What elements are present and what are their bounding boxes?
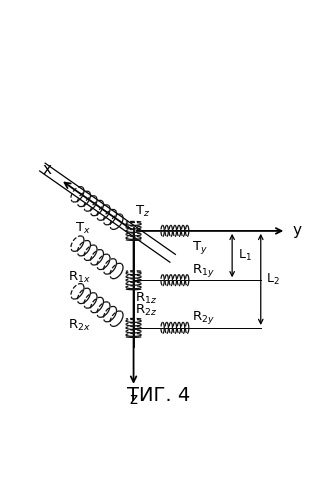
Text: x: x	[42, 162, 51, 176]
Text: ΤИГ. 4: ΤИГ. 4	[128, 386, 190, 405]
Text: R$_{1y}$: R$_{1y}$	[192, 262, 215, 278]
Text: T$_z$: T$_z$	[135, 204, 150, 219]
Text: R$_{1x}$: R$_{1x}$	[68, 270, 91, 285]
Text: T$_y$: T$_y$	[192, 239, 208, 256]
Text: R$_{2x}$: R$_{2x}$	[68, 318, 91, 333]
Text: R$_{2z}$: R$_{2z}$	[135, 302, 157, 318]
Text: y: y	[293, 224, 301, 238]
Text: L$_1$: L$_1$	[238, 248, 252, 263]
Text: L$_2$: L$_2$	[266, 272, 279, 287]
Text: z: z	[129, 392, 138, 406]
Text: R$_{1z}$: R$_{1z}$	[135, 290, 157, 306]
Text: R$_{2y}$: R$_{2y}$	[192, 310, 215, 326]
Text: T$_x$: T$_x$	[75, 220, 91, 236]
